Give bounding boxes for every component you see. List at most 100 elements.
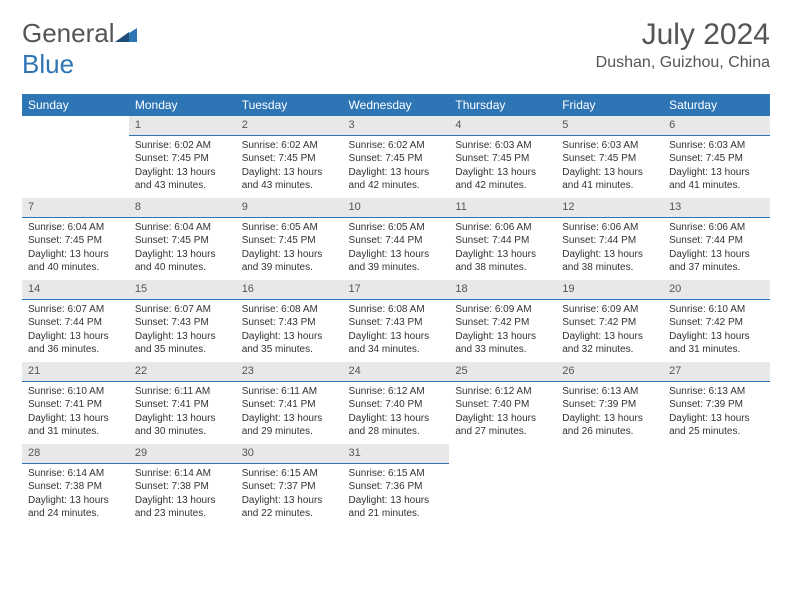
day-content: Sunrise: 6:09 AMSunset: 7:42 PMDaylight:… bbox=[449, 300, 556, 361]
day-content: Sunrise: 6:12 AMSunset: 7:40 PMDaylight:… bbox=[449, 382, 556, 443]
sunrise-line: Sunrise: 6:10 AM bbox=[28, 385, 123, 399]
sunset-line: Sunset: 7:45 PM bbox=[28, 234, 123, 248]
daylight-line: Daylight: 13 hours and 35 minutes. bbox=[242, 330, 337, 357]
day-content: Sunrise: 6:06 AMSunset: 7:44 PMDaylight:… bbox=[449, 218, 556, 279]
sunrise-line: Sunrise: 6:02 AM bbox=[242, 139, 337, 153]
day-content: Sunrise: 6:13 AMSunset: 7:39 PMDaylight:… bbox=[556, 382, 663, 443]
calendar-cell: 19Sunrise: 6:09 AMSunset: 7:42 PMDayligh… bbox=[556, 280, 663, 362]
sunset-line: Sunset: 7:45 PM bbox=[562, 152, 657, 166]
calendar-cell: 23Sunrise: 6:11 AMSunset: 7:41 PMDayligh… bbox=[236, 362, 343, 444]
sunrise-line: Sunrise: 6:14 AM bbox=[135, 467, 230, 481]
sunset-line: Sunset: 7:45 PM bbox=[349, 152, 444, 166]
calendar-cell: 20Sunrise: 6:10 AMSunset: 7:42 PMDayligh… bbox=[663, 280, 770, 362]
daylight-line: Daylight: 13 hours and 31 minutes. bbox=[28, 412, 123, 439]
day-number: 12 bbox=[556, 198, 663, 218]
calendar-cell: 2Sunrise: 6:02 AMSunset: 7:45 PMDaylight… bbox=[236, 116, 343, 198]
sunrise-line: Sunrise: 6:03 AM bbox=[669, 139, 764, 153]
sunset-line: Sunset: 7:44 PM bbox=[562, 234, 657, 248]
calendar-cell: 22 Sunrise: 6:11 AMSunset: 7:41 PMDayligh… bbox=[129, 362, 236, 444]
sunrise-line: Sunrise: 6:15 AM bbox=[242, 467, 337, 481]
sunset-line: Sunset: 7:39 PM bbox=[669, 398, 764, 412]
day-content: Sunrise: 6:08 AMSunset: 7:43 PMDaylight:… bbox=[236, 300, 343, 361]
daylight-line: Daylight: 13 hours and 26 minutes. bbox=[562, 412, 657, 439]
calendar-cell: 3Sunrise: 6:02 AMSunset: 7:45 PMDaylight… bbox=[343, 116, 450, 198]
calendar-cell: 18Sunrise: 6:09 AMSunset: 7:42 PMDayligh… bbox=[449, 280, 556, 362]
daylight-line: Daylight: 13 hours and 42 minutes. bbox=[349, 166, 444, 193]
calendar-cell bbox=[22, 116, 129, 198]
daylight-line: Daylight: 13 hours and 28 minutes. bbox=[349, 412, 444, 439]
calendar-cell: 15Sunrise: 6:07 AMSunset: 7:43 PMDayligh… bbox=[129, 280, 236, 362]
day-content: Sunrise: 6:10 AMSunset: 7:41 PMDaylight:… bbox=[22, 382, 129, 443]
calendar-row: 28Sunrise: 6:14 AMSunset: 7:38 PMDayligh… bbox=[22, 444, 770, 526]
daylight-line: Daylight: 13 hours and 31 minutes. bbox=[669, 330, 764, 357]
logo: General Blue bbox=[22, 18, 137, 80]
location-label: Dushan, Guizhou, China bbox=[596, 54, 770, 72]
day-number: 13 bbox=[663, 198, 770, 218]
day-content: Sunrise: 6:10 AMSunset: 7:42 PMDaylight:… bbox=[663, 300, 770, 361]
weekday-header: Wednesday bbox=[343, 94, 450, 116]
calendar-cell: 30Sunrise: 6:15 AMSunset: 7:37 PMDayligh… bbox=[236, 444, 343, 526]
day-content: Sunrise: 6:03 AMSunset: 7:45 PMDaylight:… bbox=[449, 136, 556, 197]
daylight-line: Daylight: 13 hours and 40 minutes. bbox=[28, 248, 123, 275]
day-number: 25 bbox=[449, 362, 556, 382]
daylight-line: Daylight: 13 hours and 36 minutes. bbox=[28, 330, 123, 357]
day-number: 10 bbox=[343, 198, 450, 218]
day-content: Sunrise: 6:02 AMSunset: 7:45 PMDaylight:… bbox=[236, 136, 343, 197]
sunrise-line: Sunrise: 6:12 AM bbox=[349, 385, 444, 399]
day-number: 15 bbox=[129, 280, 236, 300]
sunrise-line: Sunrise: 6:08 AM bbox=[349, 303, 444, 317]
calendar-cell: 24Sunrise: 6:12 AMSunset: 7:40 PMDayligh… bbox=[343, 362, 450, 444]
month-title: July 2024 bbox=[596, 18, 770, 52]
sunset-line: Sunset: 7:41 PM bbox=[135, 398, 230, 412]
calendar-cell bbox=[449, 444, 556, 526]
day-content: Sunrise: 6:07 AMSunset: 7:44 PMDaylight:… bbox=[22, 300, 129, 361]
day-content: Sunrise: 6:07 AMSunset: 7:43 PMDaylight:… bbox=[129, 300, 236, 361]
sunrise-line: Sunrise: 6:02 AM bbox=[135, 139, 230, 153]
day-content: Sunrise: 6:13 AMSunset: 7:39 PMDaylight:… bbox=[663, 382, 770, 443]
daylight-line: Daylight: 13 hours and 25 minutes. bbox=[669, 412, 764, 439]
calendar-cell: 25Sunrise: 6:12 AMSunset: 7:40 PMDayligh… bbox=[449, 362, 556, 444]
day-number: 18 bbox=[449, 280, 556, 300]
day-content: Sunrise: 6:03 AMSunset: 7:45 PMDaylight:… bbox=[663, 136, 770, 197]
sunset-line: Sunset: 7:40 PM bbox=[349, 398, 444, 412]
sunrise-line: Sunrise: 6:11 AM bbox=[135, 385, 230, 399]
day-number: 17 bbox=[343, 280, 450, 300]
daylight-line: Daylight: 13 hours and 40 minutes. bbox=[135, 248, 230, 275]
daylight-line: Daylight: 13 hours and 37 minutes. bbox=[669, 248, 764, 275]
daylight-line: Daylight: 13 hours and 23 minutes. bbox=[135, 494, 230, 521]
sunrise-line: Sunrise: 6:15 AM bbox=[349, 467, 444, 481]
day-content: Sunrise: 6:08 AMSunset: 7:43 PMDaylight:… bbox=[343, 300, 450, 361]
calendar-cell bbox=[556, 444, 663, 526]
day-content: Sunrise: 6:04 AMSunset: 7:45 PMDaylight:… bbox=[129, 218, 236, 279]
daylight-line: Daylight: 13 hours and 43 minutes. bbox=[242, 166, 337, 193]
daylight-line: Daylight: 13 hours and 38 minutes. bbox=[455, 248, 550, 275]
day-content: Sunrise: 6:12 AMSunset: 7:40 PMDaylight:… bbox=[343, 382, 450, 443]
daylight-line: Daylight: 13 hours and 33 minutes. bbox=[455, 330, 550, 357]
day-number: 24 bbox=[343, 362, 450, 382]
logo-part1: General bbox=[22, 18, 115, 48]
sunrise-line: Sunrise: 6:14 AM bbox=[28, 467, 123, 481]
sunrise-line: Sunrise: 6:06 AM bbox=[562, 221, 657, 235]
day-number: 22 bbox=[129, 362, 236, 382]
day-content: Sunrise: 6:14 AMSunset: 7:38 PMDaylight:… bbox=[129, 464, 236, 525]
calendar-cell bbox=[663, 444, 770, 526]
day-number: 21 bbox=[22, 362, 129, 382]
sunrise-line: Sunrise: 6:02 AM bbox=[349, 139, 444, 153]
day-number: 7 bbox=[22, 198, 129, 218]
weekday-header: Tuesday bbox=[236, 94, 343, 116]
sunset-line: Sunset: 7:44 PM bbox=[455, 234, 550, 248]
sunrise-line: Sunrise: 6:05 AM bbox=[242, 221, 337, 235]
sunrise-line: Sunrise: 6:03 AM bbox=[562, 139, 657, 153]
daylight-line: Daylight: 13 hours and 22 minutes. bbox=[242, 494, 337, 521]
day-content: Sunrise: 6:15 AMSunset: 7:36 PMDaylight:… bbox=[343, 464, 450, 525]
calendar-cell: 17Sunrise: 6:08 AMSunset: 7:43 PMDayligh… bbox=[343, 280, 450, 362]
day-number bbox=[663, 444, 770, 448]
sunset-line: Sunset: 7:45 PM bbox=[455, 152, 550, 166]
daylight-line: Daylight: 13 hours and 38 minutes. bbox=[562, 248, 657, 275]
logo-triangle-icon bbox=[115, 18, 137, 49]
sunrise-line: Sunrise: 6:09 AM bbox=[562, 303, 657, 317]
calendar-cell: 6Sunrise: 6:03 AMSunset: 7:45 PMDaylight… bbox=[663, 116, 770, 198]
calendar-row: 1Sunrise: 6:02 AMSunset: 7:45 PMDaylight… bbox=[22, 116, 770, 198]
daylight-line: Daylight: 13 hours and 30 minutes. bbox=[135, 412, 230, 439]
sunset-line: Sunset: 7:44 PM bbox=[669, 234, 764, 248]
